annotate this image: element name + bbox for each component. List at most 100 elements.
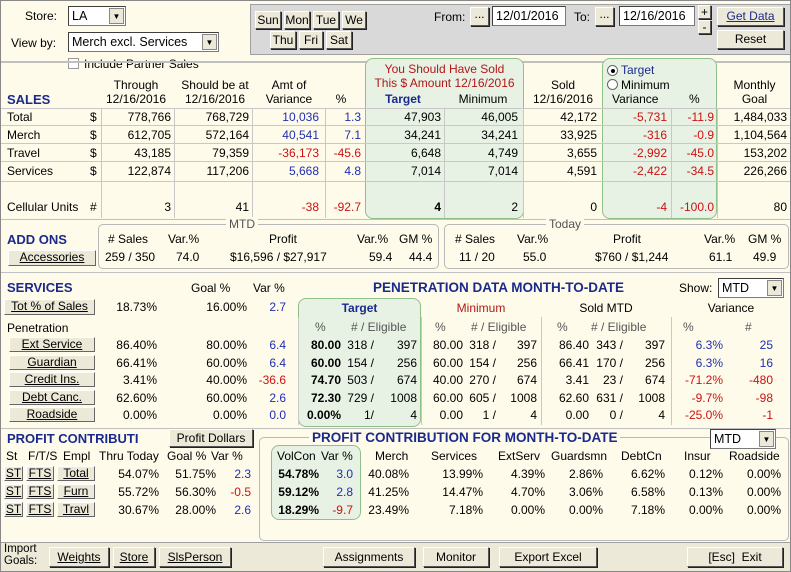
- pen-subheader-4: %: [557, 320, 568, 334]
- profit-fts-button[interactable]: FTS: [26, 502, 54, 517]
- service-button-credit-ins[interactable]: Credit Ins.: [9, 372, 95, 387]
- service-var-ext-service: 6.4: [269, 338, 286, 352]
- from-date-picker-button[interactable]: ...: [470, 7, 489, 26]
- service-button-roadside[interactable]: Roadside: [9, 407, 95, 422]
- day-button-thu[interactable]: Thu: [270, 31, 296, 49]
- profit-empl-button[interactable]: Total: [57, 466, 95, 481]
- sales-row-cellular-label: Cellular Units: [7, 200, 79, 214]
- pen-cell-r3-c10: -98: [755, 391, 773, 405]
- profit-empl-button[interactable]: Travl: [57, 502, 95, 517]
- profit-header-st: St: [6, 449, 18, 463]
- addons-today-var-header: Var.%: [517, 232, 549, 246]
- pen-cell-r3-c4: 605 /: [469, 391, 496, 405]
- day-button-sun[interactable]: Sun: [255, 11, 281, 29]
- pen-cell-r2-c3: 40.00: [432, 373, 463, 387]
- get-data-button[interactable]: Get Data: [717, 7, 784, 26]
- import-store-button[interactable]: Store: [113, 547, 155, 567]
- import-slsperson-button[interactable]: SlsPerson: [159, 547, 231, 567]
- profit-travl-road: 0.00%: [746, 503, 781, 517]
- tot-sales-value: 18.73%: [116, 300, 157, 314]
- addons-mtd-var-value: 74.0: [176, 250, 200, 264]
- service-button-debt-canc[interactable]: Debt Canc.: [9, 390, 95, 405]
- profit-dollars-button[interactable]: Profit Dollars: [169, 429, 253, 447]
- service-var-guardian: 6.4: [269, 356, 286, 370]
- assignments-button[interactable]: Assignments: [323, 547, 415, 567]
- export-excel-button[interactable]: Export Excel: [499, 547, 597, 567]
- addons-mtd-gm-header: GM %: [399, 232, 433, 246]
- pen-subheader-2: %: [435, 320, 446, 334]
- to-date-input[interactable]: 12/16/2016: [619, 6, 695, 26]
- profit-header-fts: F/T/S: [28, 449, 58, 463]
- profit-period-value: MTD: [714, 432, 742, 446]
- pen-cell-r1-c10: 16: [759, 356, 773, 370]
- variance-header: Variance: [612, 92, 659, 106]
- penetration-title: PENETRATION DATA MONTH-TO-DATE: [373, 280, 624, 295]
- accessories-button[interactable]: Accessories: [8, 250, 96, 266]
- minimum-radio[interactable]: [607, 79, 618, 90]
- sales-row-total-variance: -5,731: [632, 110, 667, 124]
- date-decrement-button[interactable]: -: [698, 20, 711, 34]
- to-date-picker-button[interactable]: ...: [595, 7, 614, 26]
- import-weights-button[interactable]: Weights: [49, 547, 109, 567]
- service-var-debt-canc: 2.6: [269, 391, 286, 405]
- profit-fts-button[interactable]: FTS: [26, 484, 54, 499]
- profit-header-insur: Insur: [684, 449, 711, 463]
- service-button-guardian[interactable]: Guardian: [9, 355, 95, 370]
- sales-row-merch-currency: $: [90, 128, 97, 142]
- profit-period-select[interactable]: MTD ▼: [710, 429, 776, 449]
- reset-button[interactable]: Reset: [717, 30, 784, 49]
- sales-row-merch-amt: 40,541: [282, 128, 319, 142]
- pen-cell-r0-c0: 80.00: [310, 338, 341, 352]
- profit-st-button[interactable]: ST: [4, 484, 23, 499]
- slsperson-label: SlsPerson: [167, 550, 223, 564]
- profit-fts-button[interactable]: FTS: [26, 466, 54, 481]
- service-value-ext-service: 86.40%: [116, 338, 157, 352]
- service-button-ext-service[interactable]: Ext Service: [9, 337, 95, 352]
- profit-total-services: 13.99%: [442, 467, 483, 481]
- day-button-tue[interactable]: Tue: [313, 11, 339, 29]
- variance-highlight: [602, 58, 717, 219]
- addons-mtd-var-header: Var.%: [168, 232, 200, 246]
- service-goal-credit-ins: 40.00%: [206, 373, 247, 387]
- pen-cell-r3-c3: 60.00: [432, 391, 463, 405]
- tot-sales-button[interactable]: Tot % of Sales: [4, 299, 95, 315]
- day-button-sat[interactable]: Sat: [326, 31, 352, 49]
- sales-row-total-should: 768,729: [205, 110, 249, 124]
- sales-row-total-minimum: 46,005: [481, 110, 518, 124]
- pen-cell-r3-c1: 729 /: [347, 391, 374, 405]
- sales-row-cellular-monthly: 80: [773, 200, 787, 214]
- service-var-roadside: 0.0: [269, 408, 286, 422]
- service-var-credit-ins: -36.6: [258, 373, 286, 387]
- pen-cell-r0-c3: 80.00: [432, 338, 463, 352]
- sales-row-services-currency: $: [90, 164, 97, 178]
- day-button-wed[interactable]: We: [342, 11, 366, 29]
- target-radio-label: Target: [621, 63, 655, 77]
- day-button-fri[interactable]: Fri: [299, 31, 323, 49]
- profit-header-volcon: VolCon: [277, 449, 316, 463]
- pen-cell-r3-c2: 1008: [390, 391, 417, 405]
- sales-row-services-monthly: 226,266: [743, 164, 787, 178]
- partner-sales-checkbox[interactable]: [68, 58, 79, 69]
- monitor-button[interactable]: Monitor: [423, 547, 489, 567]
- profit-st-button[interactable]: ST: [4, 466, 23, 481]
- profit-travl-debt: 7.18%: [630, 503, 665, 517]
- pen-subheader-1: # / Eligible: [351, 320, 407, 334]
- exit-label: [Esc] Exit: [708, 550, 762, 564]
- store-select[interactable]: LA ▼: [68, 6, 126, 26]
- date-increment-button[interactable]: +: [698, 5, 711, 19]
- from-date-input[interactable]: 12/01/2016: [492, 6, 566, 26]
- exit-button[interactable]: [Esc] Exit: [687, 547, 783, 567]
- show-select[interactable]: MTD ▼: [718, 278, 784, 298]
- service-value-guardian: 66.41%: [116, 356, 157, 370]
- profit-st-button[interactable]: ST: [4, 502, 23, 517]
- pen-cell-r0-c10: 25: [759, 338, 773, 352]
- viewby-select[interactable]: Merch excl. Services ▼: [68, 32, 219, 52]
- profit-total-var: 2.3: [234, 467, 251, 481]
- amt-variance-header: Amt of Variance: [265, 78, 313, 106]
- profit-empl-button[interactable]: Furn: [57, 484, 95, 499]
- pen-cell-r2-c0: 74.70: [310, 373, 341, 387]
- profit-mtd-title: PROFIT CONTRIBUTION FOR MONTH-TO-DATE: [309, 431, 621, 445]
- profit-travl-var: 2.6: [234, 503, 251, 517]
- day-button-mon[interactable]: Mon: [284, 11, 310, 29]
- target-radio[interactable]: [607, 65, 618, 76]
